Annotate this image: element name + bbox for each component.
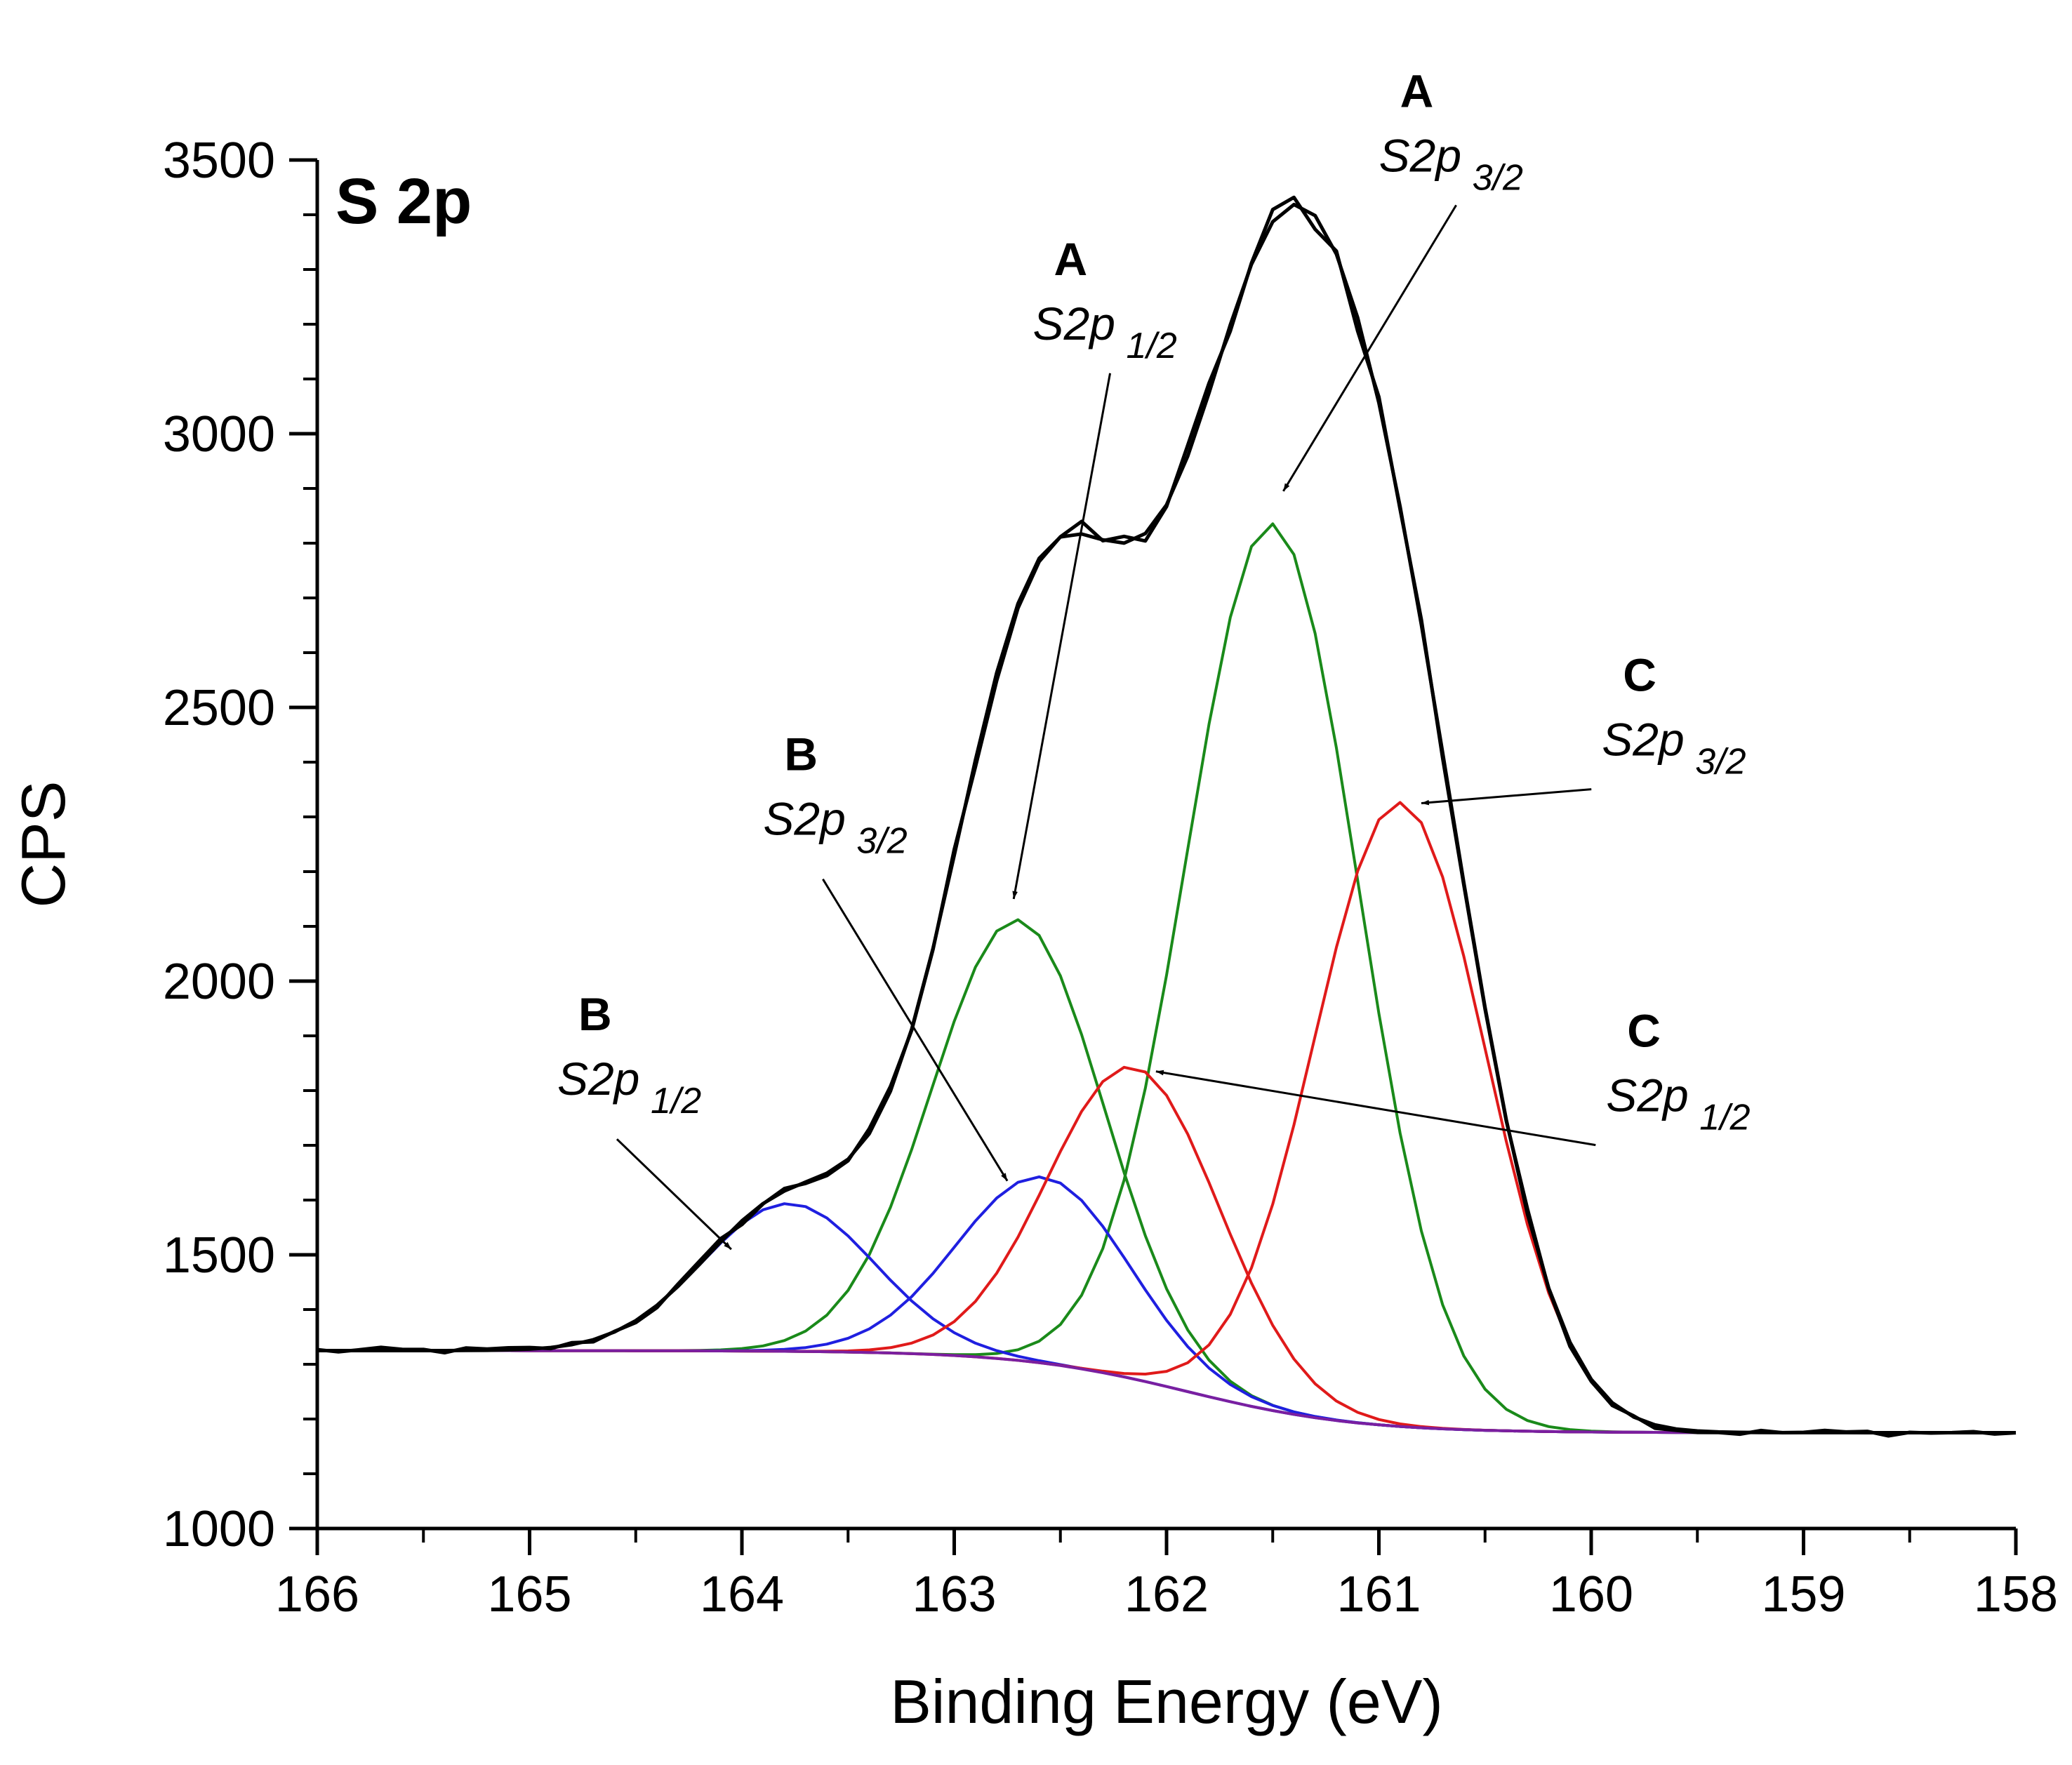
annotation-arrow: [822, 878, 1009, 1182]
annotation-orbital-label: S2p: [1379, 129, 1461, 181]
y-tick-label: 2500: [163, 680, 275, 736]
x-tick-label: 159: [1761, 1566, 1845, 1623]
x-tick-label: 160: [1549, 1566, 1633, 1623]
annotation-component-label: B: [578, 988, 612, 1040]
annotation-component-label: C: [1627, 1005, 1661, 1057]
annotation-fraction-label: 3/2: [856, 821, 907, 862]
y-tick-label: 1000: [163, 1501, 275, 1557]
experimental-curve: [317, 195, 2017, 1438]
annotation-arrow: [1012, 373, 1112, 900]
annotation-orbital-label: S2p: [1033, 298, 1115, 349]
annotation-fraction-label: 1/2: [651, 1081, 701, 1121]
annotation-arrow: [1155, 1070, 1596, 1147]
y-tick-label: 2000: [163, 954, 275, 1010]
peak-annotation-C-3-2: C S2p 3/2: [1421, 649, 1746, 806]
annotation-component-label: C: [1623, 649, 1656, 701]
y-tick-label: 3500: [163, 133, 275, 189]
peak-annotation-C-1-2: C S2p 1/2: [1155, 1005, 1751, 1147]
annotation-arrow: [1421, 788, 1592, 806]
peak-annotation-B-3-2: B S2p 3/2: [763, 728, 1009, 1182]
component-curve-5: [317, 1065, 2016, 1434]
x-tick-label: 158: [1974, 1566, 2058, 1623]
annotation-fraction-label: 3/2: [1695, 742, 1746, 782]
annotation-orbital-label: S2p: [1602, 714, 1684, 766]
x-tick-label: 166: [275, 1566, 359, 1623]
y-axis-title: CPS: [8, 781, 78, 908]
component-curve-6: [317, 801, 2016, 1434]
annotation-orbital-label: S2p: [1606, 1070, 1688, 1121]
panel-title: S 2p: [336, 166, 472, 237]
annotation-fraction-label: 1/2: [1699, 1098, 1750, 1138]
y-tick-label: 1500: [163, 1227, 275, 1284]
annotation-component-label: A: [1400, 65, 1434, 116]
peak-annotation-B-1-2: B S2p 1/2: [557, 988, 732, 1251]
x-tick-label: 165: [487, 1566, 571, 1623]
annotation-fraction-label: 3/2: [1473, 157, 1523, 198]
component-curve-1: [317, 918, 2016, 1434]
x-tick-label: 161: [1336, 1566, 1421, 1623]
annotation-component-label: A: [1054, 233, 1088, 285]
x-axis-title: Binding Energy (eV): [890, 1667, 1443, 1736]
peak-annotation-A-1-2: A S2p 1/2: [1012, 233, 1177, 900]
annotation-orbital-label: S2p: [557, 1053, 639, 1105]
background-curve: [317, 1349, 2016, 1434]
annotation-component-label: B: [784, 728, 818, 780]
fit-envelope-curve: [317, 202, 2016, 1434]
y-tick-label: 3000: [163, 406, 275, 462]
peak-annotation-A-3-2: A S2p 3/2: [1282, 65, 1523, 492]
annotation-fraction-label: 1/2: [1127, 326, 1177, 366]
annotation-arrow: [1282, 204, 1457, 492]
annotation-orbital-label: S2p: [763, 793, 845, 845]
x-tick-label: 162: [1124, 1566, 1209, 1623]
x-tick-label: 164: [700, 1566, 784, 1623]
component-curve-4: [317, 1175, 2016, 1434]
annotation-arrow: [616, 1138, 732, 1251]
component-curve-2: [317, 522, 2016, 1434]
x-tick-label: 163: [912, 1566, 996, 1623]
